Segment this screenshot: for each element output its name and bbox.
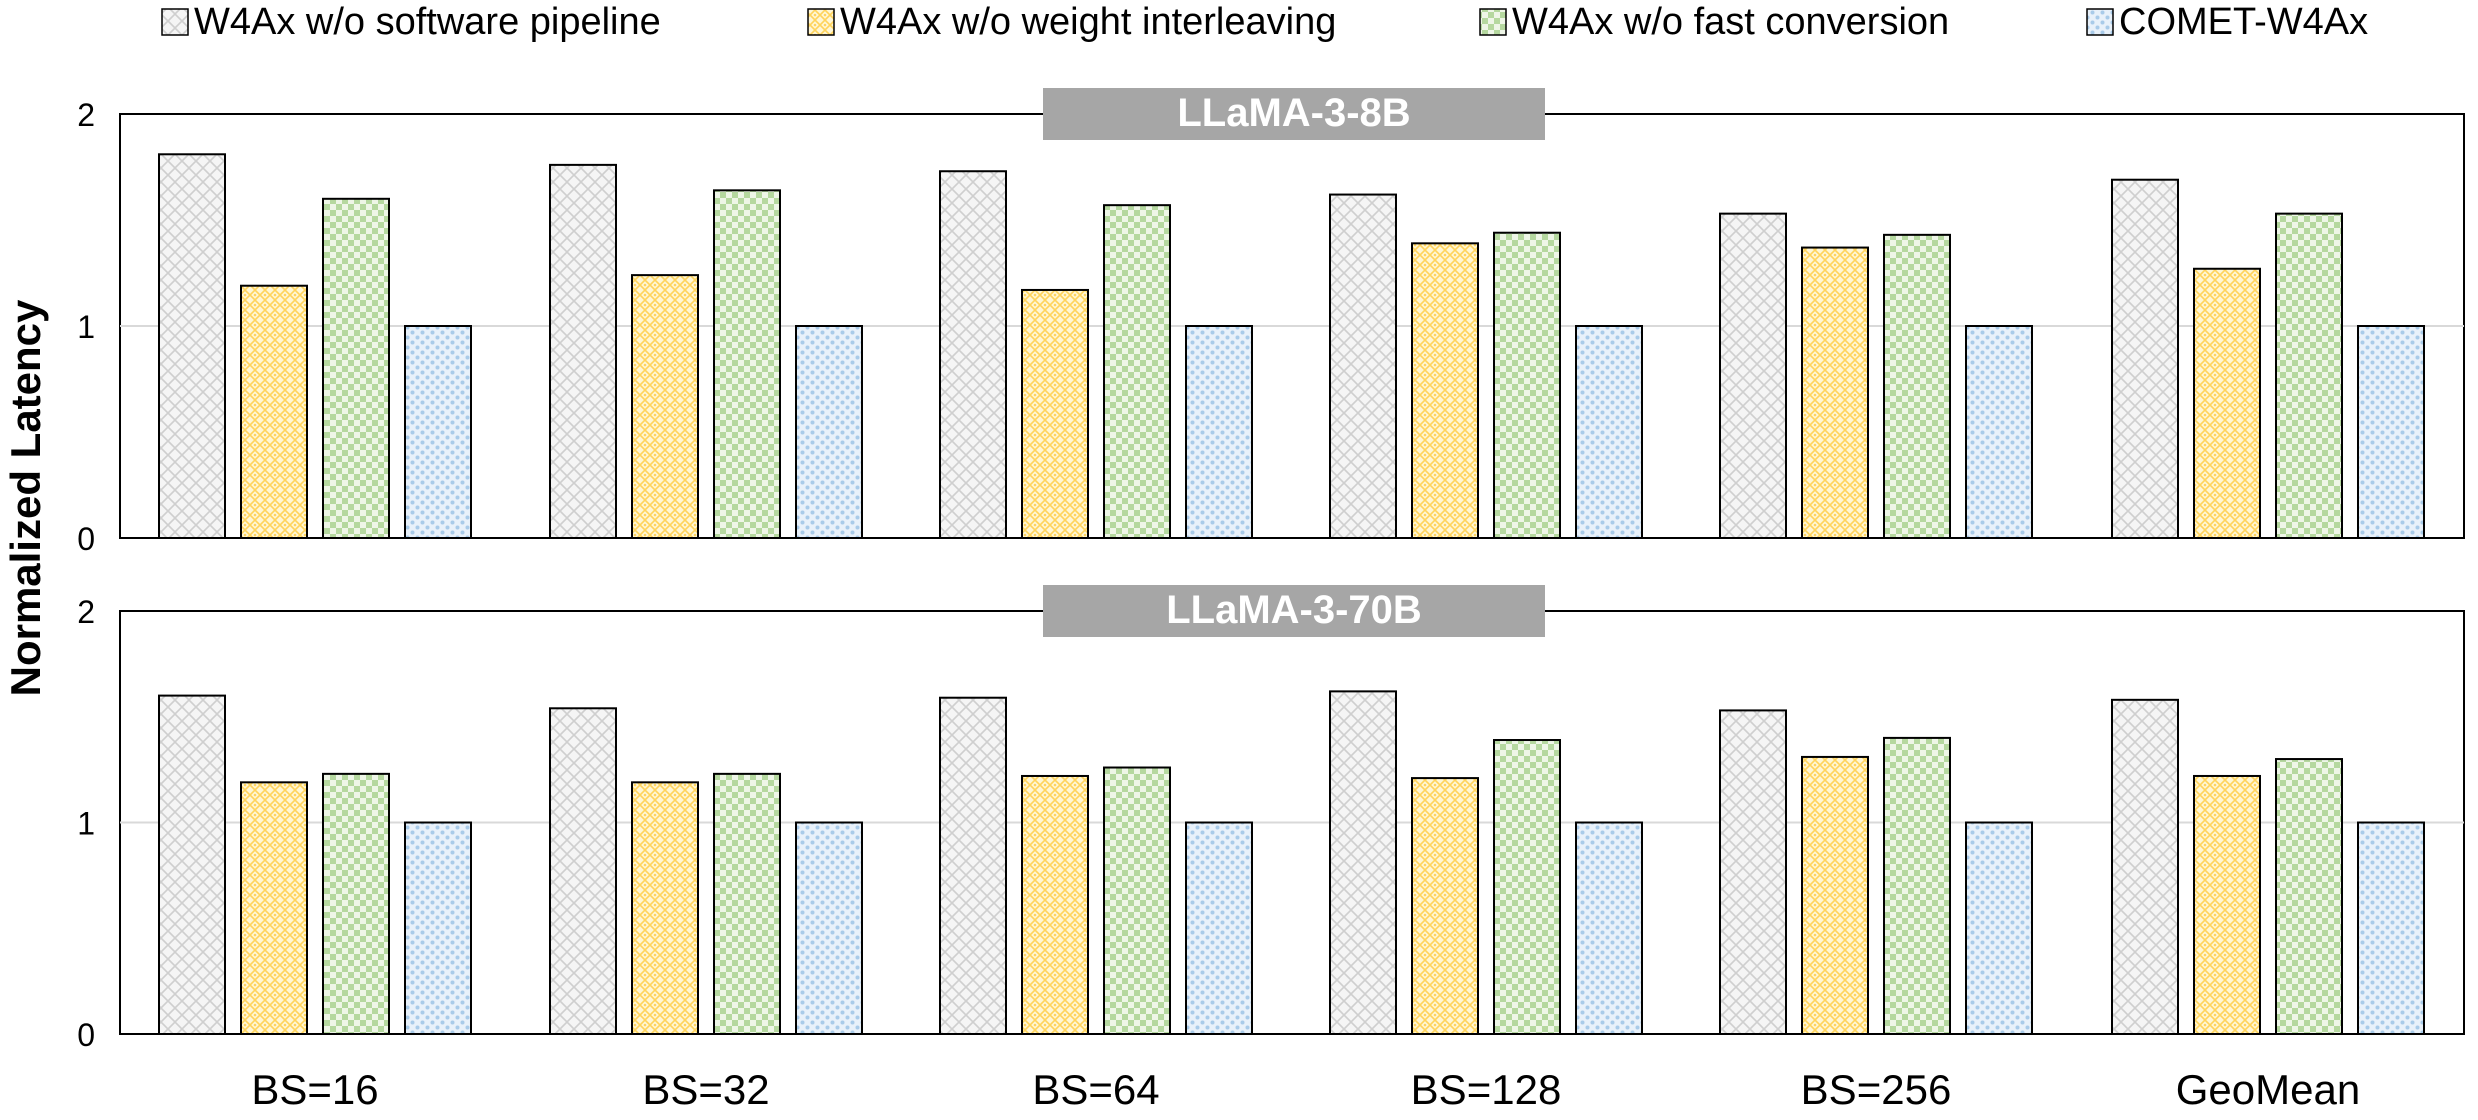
bar-w4ax-w-o-weight-interleaving-bs-128 (1411, 777, 1479, 1036)
x-tick-label-geomean: GeoMean (2176, 1066, 2360, 1113)
x-axis-category-labels: BS=16 BS=32 BS=64 BS=128 BS=256 GeoMean (251, 1066, 2360, 1113)
y-axis-label: Normalized Latency (2, 299, 49, 696)
bar-w4ax-w-o-software-pipeline-bs-64 (939, 170, 1007, 540)
bar-w4ax-w-o-fast-conversion-bs-64 (1103, 766, 1171, 1035)
bar-w4ax-w-o-software-pipeline-bs-128 (1329, 690, 1397, 1035)
bar-comet-w4ax-bs-128 (1575, 821, 1643, 1035)
legend-label: W4Ax w/o fast conversion (1512, 1, 1949, 43)
legend-swatch (2086, 8, 2114, 36)
x-tick-label-bs-128: BS=128 (1411, 1066, 1562, 1113)
y-tick-label: 0 (77, 521, 95, 557)
bar-comet-w4ax-bs-16 (404, 821, 472, 1035)
y-tick-label: 2 (77, 97, 95, 133)
x-tick-label-bs-64: BS=64 (1032, 1066, 1159, 1113)
panel-title-text: LLaMA-3-70B (1166, 588, 1422, 632)
bar-w4ax-w-o-fast-conversion-bs-256 (1883, 233, 1951, 539)
legend-item-w4ax-w-o-fast-conversion: W4Ax w/o fast conversion (1479, 1, 1949, 43)
bar-comet-w4ax-bs-256 (1965, 821, 2033, 1035)
legend-item-comet-w4ax: COMET-W4Ax (2086, 1, 2368, 43)
bar-w4ax-w-o-software-pipeline-geomean (2111, 178, 2179, 539)
y-tick-label: 2 (77, 594, 95, 630)
bar-w4ax-w-o-weight-interleaving-bs-32 (631, 781, 699, 1035)
legend-item-w4ax-w-o-software-pipeline: W4Ax w/o software pipeline (161, 1, 661, 43)
bar-comet-w4ax-geomean (2357, 325, 2425, 539)
legend-label: W4Ax w/o weight interleaving (840, 1, 1336, 43)
bar-w4ax-w-o-fast-conversion-bs-32 (713, 772, 781, 1035)
bar-comet-w4ax-bs-16 (404, 325, 472, 539)
legend-label: W4Ax w/o software pipeline (194, 1, 661, 43)
panel-title: LLaMA-3-70B (1043, 585, 1545, 637)
bar-w4ax-w-o-fast-conversion-bs-64 (1103, 204, 1171, 539)
bar-comet-w4ax-bs-32 (795, 325, 863, 539)
bar-w4ax-w-o-software-pipeline-geomean (2111, 698, 2179, 1036)
bar-w4ax-w-o-software-pipeline-bs-64 (939, 696, 1007, 1036)
bar-w4ax-w-o-software-pipeline-bs-32 (549, 163, 617, 539)
bar-comet-w4ax-geomean (2357, 821, 2425, 1035)
bar-w4ax-w-o-weight-interleaving-bs-16 (240, 781, 308, 1035)
panel-llama-3-70b: 0 1 2 LLaMA-3-70B (77, 585, 2465, 1053)
y-tick-label: 0 (77, 1017, 95, 1053)
bar-w4ax-w-o-fast-conversion-geomean (2275, 212, 2343, 539)
y-tick-label: 1 (77, 309, 95, 345)
bar-w4ax-w-o-software-pipeline-bs-128 (1329, 193, 1397, 539)
y-tick-label: 1 (77, 806, 95, 842)
bar-w4ax-w-o-software-pipeline-bs-256 (1719, 709, 1787, 1036)
panel-llama-3-8b: 0 1 2 LLaMA-3-8B (77, 88, 2465, 557)
panel-title-box (1043, 585, 1545, 637)
bar-w4ax-w-o-weight-interleaving-bs-64 (1021, 288, 1089, 539)
bar-comet-w4ax-bs-64 (1185, 821, 1253, 1035)
bar-w4ax-w-o-weight-interleaving-bs-32 (631, 274, 699, 539)
legend-label: COMET-W4Ax (2119, 1, 2368, 43)
bar-w4ax-w-o-weight-interleaving-geomean (2193, 267, 2261, 539)
bar-w4ax-w-o-fast-conversion-bs-128 (1493, 231, 1561, 539)
x-tick-label-bs-256: BS=256 (1801, 1066, 1952, 1113)
bar-comet-w4ax-bs-128 (1575, 325, 1643, 539)
bar-w4ax-w-o-fast-conversion-geomean (2275, 758, 2343, 1035)
bar-w4ax-w-o-fast-conversion-bs-16 (322, 772, 390, 1035)
bar-w4ax-w-o-fast-conversion-bs-16 (322, 197, 390, 540)
legend-item-w4ax-w-o-weight-interleaving: W4Ax w/o weight interleaving (807, 1, 1336, 43)
bar-w4ax-w-o-weight-interleaving-bs-256 (1801, 755, 1869, 1035)
bar-w4ax-w-o-fast-conversion-bs-128 (1493, 739, 1561, 1035)
legend-swatch (1479, 8, 1507, 36)
bar-w4ax-w-o-fast-conversion-bs-256 (1883, 736, 1951, 1036)
bar-w4ax-w-o-weight-interleaving-geomean (2193, 774, 2261, 1035)
panel-title-box (1043, 88, 1545, 140)
x-tick-label-bs-32: BS=32 (642, 1066, 769, 1113)
bar-w4ax-w-o-software-pipeline-bs-16 (158, 153, 226, 539)
bar-w4ax-w-o-weight-interleaving-bs-256 (1801, 246, 1869, 539)
panel-title-text: LLaMA-3-8B (1177, 91, 1410, 135)
bar-w4ax-w-o-weight-interleaving-bs-16 (240, 284, 308, 539)
bar-comet-w4ax-bs-64 (1185, 325, 1253, 539)
bar-w4ax-w-o-fast-conversion-bs-32 (713, 189, 781, 539)
legend: W4Ax w/o software pipeline W4Ax w/o weigh… (161, 1, 2368, 43)
legend-swatch (161, 8, 189, 36)
bar-w4ax-w-o-software-pipeline-bs-32 (549, 707, 617, 1035)
x-tick-label-bs-16: BS=16 (251, 1066, 378, 1113)
panel-title: LLaMA-3-8B (1043, 88, 1545, 140)
bar-w4ax-w-o-software-pipeline-bs-256 (1719, 212, 1787, 539)
legend-swatch (807, 8, 835, 36)
bar-w4ax-w-o-weight-interleaving-bs-128 (1411, 242, 1479, 539)
bar-comet-w4ax-bs-32 (795, 821, 863, 1035)
bar-w4ax-w-o-weight-interleaving-bs-64 (1021, 774, 1089, 1035)
bar-w4ax-w-o-software-pipeline-bs-16 (158, 694, 226, 1035)
bar-comet-w4ax-bs-256 (1965, 325, 2033, 539)
